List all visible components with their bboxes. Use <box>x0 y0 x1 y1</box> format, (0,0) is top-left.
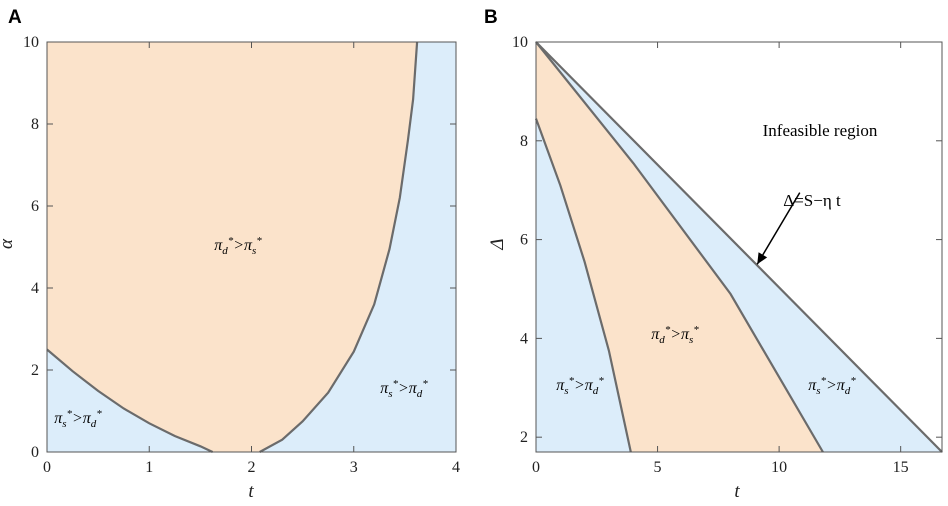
boundary-curve-b-1 <box>535 41 943 453</box>
panel-letter-a: A <box>8 7 22 28</box>
plot-frame-1 <box>535 41 943 453</box>
y-axis-label-b: Δ <box>487 238 508 250</box>
x-axis-label-b: t <box>734 481 740 502</box>
y-tick-label: 6 <box>520 232 528 249</box>
boundary-curve-b-3 <box>534 118 632 453</box>
region-label-a-2: πs*>πd* <box>54 408 102 430</box>
infeasible-region-label: Infeasible region <box>763 121 878 140</box>
x-tick-label: 4 <box>452 459 460 476</box>
y-axis-label-a: α <box>0 238 17 249</box>
y-tick-label: 4 <box>520 330 528 347</box>
x-tick-label: 15 <box>893 459 909 476</box>
y-tick-label: 10 <box>512 34 528 51</box>
region-orange-a <box>47 42 418 452</box>
y-tick-label: 6 <box>31 198 39 215</box>
x-tick-label: 2 <box>248 459 256 476</box>
y-tick-label: 4 <box>31 280 39 297</box>
region-label-b-1: πs*>πd* <box>556 375 604 397</box>
region-label-b-3: πs*>πd* <box>808 375 856 397</box>
annotation-arrow-shaft <box>756 192 801 265</box>
y-tick-label: 0 <box>31 444 39 461</box>
region-orange-b <box>536 42 823 452</box>
panel-letter-b: B <box>484 7 498 28</box>
y-tick-label: 8 <box>520 133 528 150</box>
y-tick-label: 2 <box>520 429 528 446</box>
x-tick-label: 0 <box>532 459 540 476</box>
boundary-curve-a-1 <box>46 348 214 453</box>
boundary-curve-a-2 <box>259 41 419 453</box>
region-label-a-3: πs*>πd* <box>380 378 428 400</box>
y-tick-label: 2 <box>31 362 39 379</box>
x-axis-label-a: t <box>248 481 254 502</box>
x-tick-label: 5 <box>654 459 662 476</box>
boundary-curve-b-2 <box>535 41 824 453</box>
x-tick-label: 1 <box>145 459 153 476</box>
region-label-a-1: πd*>πs* <box>214 235 262 257</box>
region-label-b-2: πd*>πs* <box>651 324 699 346</box>
x-tick-label: 10 <box>771 459 787 476</box>
annotation-arrow-head <box>757 252 768 265</box>
x-tick-label: 0 <box>43 459 51 476</box>
panel-b: 0 5 10 15 2 4 6 8 10 πs*>πd* πd*>πs* πs*>πd* Infeasi… <box>484 7 943 502</box>
x-tick-label: 3 <box>350 459 358 476</box>
y-tick-label: 10 <box>23 34 39 51</box>
y-tick-label: 8 <box>31 116 39 133</box>
panel-a: 0 1 2 3 4 0 2 4 6 8 10 πd*>πs* πs*>πd* πs*>πd* At α <box>0 7 460 502</box>
